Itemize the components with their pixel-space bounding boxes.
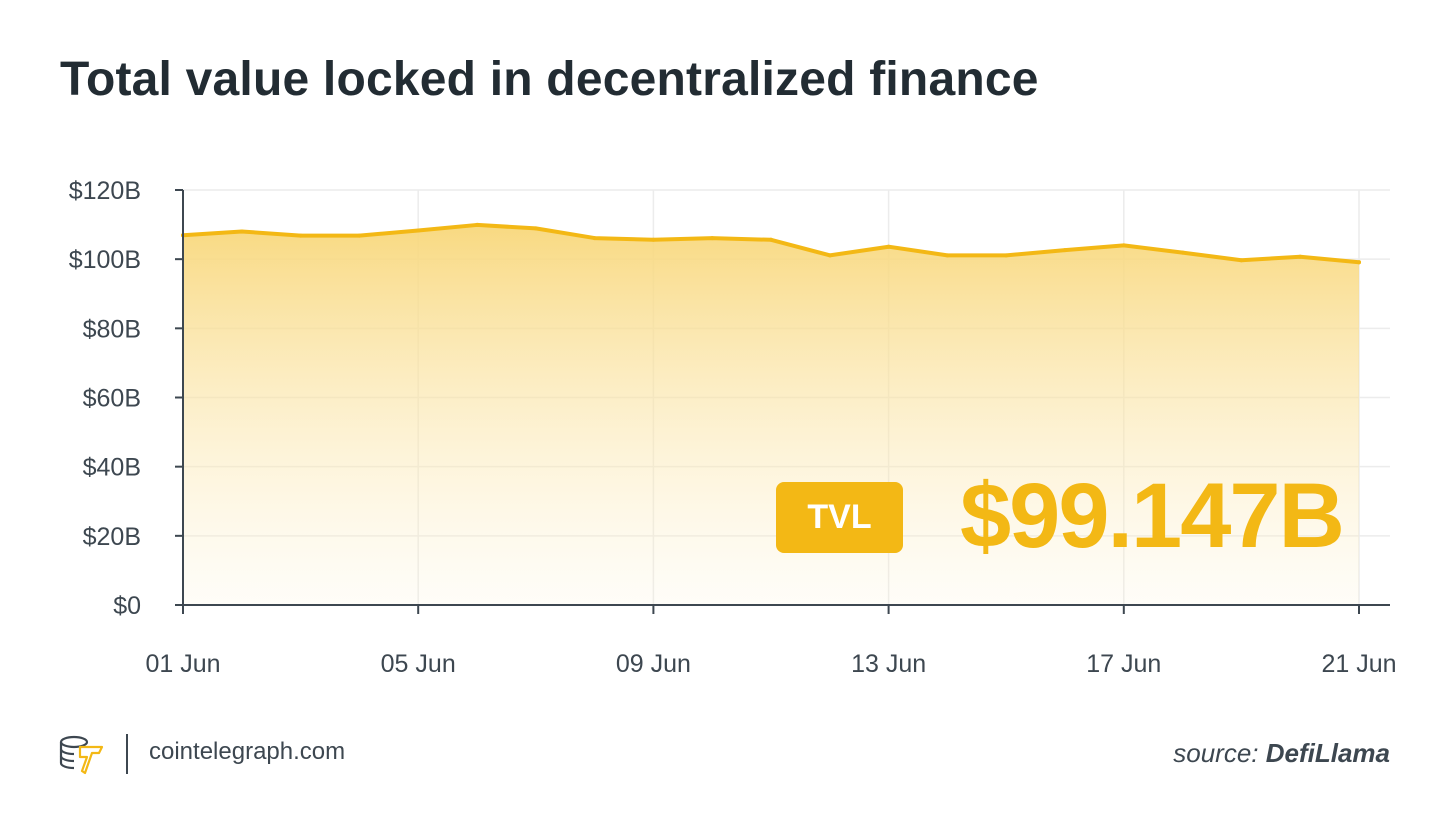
chart-title: Total value locked in decentralized fina… xyxy=(60,53,1039,106)
y-tick-label: $60B xyxy=(83,385,141,413)
tvl-value: $99.147B xyxy=(960,465,1345,567)
data-point xyxy=(239,229,244,234)
source-prefix: source: xyxy=(1173,738,1259,768)
x-tick-label: 05 Jun xyxy=(381,650,456,678)
data-point xyxy=(592,236,597,241)
y-tick-label: $100B xyxy=(69,246,141,274)
data-point xyxy=(416,228,421,233)
data-point xyxy=(886,244,891,249)
data-point xyxy=(533,226,538,231)
tvl-badge: TVL xyxy=(776,482,903,553)
area-fill-layer xyxy=(181,222,1361,605)
data-point xyxy=(945,253,950,258)
data-point xyxy=(827,253,832,258)
tick-labels: $0 $20B $40B $60B $80B $100B $120B 01 Jun 05 Jun… xyxy=(69,177,1397,678)
data-point xyxy=(475,222,479,227)
data-point xyxy=(1004,253,1009,258)
y-tick-label: $0 xyxy=(113,592,141,620)
y-tick-label: $80B xyxy=(83,315,141,343)
footer-separator xyxy=(126,734,128,774)
data-point xyxy=(710,236,715,241)
data-point xyxy=(1180,250,1185,255)
footer-source: source: DefiLlama xyxy=(1173,738,1390,769)
data-point xyxy=(357,233,362,238)
data-point xyxy=(651,237,656,242)
x-tick-label: 13 Jun xyxy=(851,650,926,678)
series-area-fill xyxy=(183,224,1359,605)
data-point xyxy=(1121,243,1126,248)
data-point xyxy=(1063,248,1067,253)
footer-site-url: cointelegraph.com xyxy=(149,738,346,765)
x-tick-label: 17 Jun xyxy=(1086,650,1161,678)
data-point xyxy=(1298,254,1303,259)
x-tick-label: 21 Jun xyxy=(1321,650,1396,678)
cointelegraph-logo-icon xyxy=(59,735,104,775)
source-name: DefiLlama xyxy=(1265,738,1390,768)
axes xyxy=(175,189,1390,614)
x-tick-label: 09 Jun xyxy=(616,650,691,678)
data-point xyxy=(1239,258,1244,263)
data-point xyxy=(769,237,773,242)
data-point xyxy=(298,233,303,238)
y-tick-label: $120B xyxy=(69,177,141,205)
x-tick-label: 01 Jun xyxy=(145,650,220,678)
data-point xyxy=(1357,260,1361,265)
y-tick-label: $40B xyxy=(83,454,141,482)
y-tick-label: $20B xyxy=(83,523,141,551)
